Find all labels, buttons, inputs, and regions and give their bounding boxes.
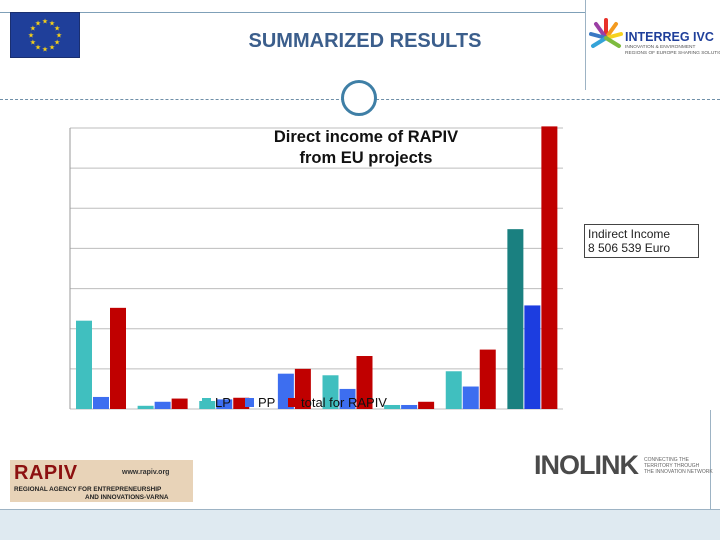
inolink-logo-tagline: CONNECTING THE TERRITORY THROUGH THE INN… — [644, 457, 713, 475]
chart-title-line-1: Direct income of RAPIV — [274, 128, 458, 146]
eu-star-icon: ★ — [30, 25, 36, 33]
bar-total-for-rapiv — [171, 398, 188, 409]
chart-title-line-2: from EU projects — [300, 149, 433, 167]
bar-pp — [462, 386, 479, 409]
eu-star-icon: ★ — [54, 39, 60, 47]
legend-swatch — [202, 398, 211, 407]
interreg-logo: INTERREG IVC INNOVATION & ENVIRONMENT RE… — [588, 14, 720, 69]
eu-star-icon: ★ — [56, 32, 62, 40]
rapiv-logo: RAPIV www.rapiv.org REGIONAL AGENCY FOR … — [10, 460, 193, 502]
interreg-tagline: INNOVATION & ENVIRONMENT REGIONS OF EURO… — [625, 45, 720, 56]
eu-star-icon: ★ — [42, 18, 48, 26]
bar-lp — [322, 375, 339, 409]
legend-label: PP — [258, 395, 275, 410]
bar-total-for-rapiv — [479, 349, 496, 409]
bar-total-for-rapiv — [294, 368, 311, 409]
rapiv-logo-line2: AND INNOVATIONS-VARNA — [85, 494, 169, 501]
rapiv-logo-name: RAPIV — [14, 462, 78, 484]
inolink-logo: INOLINK CONNECTING THE TERRITORY THROUGH… — [520, 440, 713, 492]
interreg-name: INTERREG IVC — [625, 30, 714, 44]
bar-pp — [93, 396, 109, 409]
bar-total-for-rapiv — [233, 397, 250, 409]
rapiv-logo-url: www.rapiv.org — [122, 469, 170, 476]
eu-star-icon: ★ — [35, 19, 41, 27]
header-vertical-line — [585, 0, 586, 90]
bar-lp — [445, 371, 462, 409]
eu-star-icon: ★ — [30, 39, 36, 47]
legend-label: LP — [215, 395, 231, 410]
bar-pp — [401, 404, 418, 409]
divider-circle — [341, 80, 377, 116]
footer-band — [0, 510, 720, 540]
legend-swatch — [245, 398, 254, 407]
eu-stars-icon: ★ ★★★★★★★★★★★ — [28, 18, 62, 54]
footer-line — [0, 509, 720, 510]
bar-lp — [507, 229, 524, 409]
interreg-sunburst-icon — [589, 18, 623, 48]
legend-label: total for RAPIV — [301, 395, 387, 410]
eu-star-icon: ★ — [49, 44, 55, 52]
rapiv-logo-line1: REGIONAL AGENCY FOR ENTREPRENEURSHIP — [14, 486, 162, 493]
bar-lp — [384, 404, 401, 409]
bar-pp — [216, 399, 233, 409]
bar-lp — [76, 320, 92, 409]
bar-total-for-rapiv — [541, 126, 558, 409]
header-top-line — [0, 12, 585, 13]
eu-star-icon: ★ — [28, 32, 34, 40]
eu-star-icon: ★ — [54, 25, 60, 33]
eu-star-icon: ★ — [42, 46, 48, 54]
page-title: SUMMARIZED RESULTS — [248, 30, 482, 52]
bar-pp — [154, 401, 171, 409]
eu-star-icon: ★ — [49, 19, 55, 27]
bar-pp — [339, 388, 356, 409]
bar-lp — [137, 405, 154, 409]
eu-flag-icon: ★ ★ ★ ★ ★ ★ ★ ★ ★ ★ ★ ★ — [10, 12, 80, 58]
indirect-income-label: Indirect Income — [588, 227, 671, 241]
indirect-income-value: 8 506 539 Euro — [588, 241, 671, 255]
bar-pp — [524, 305, 541, 409]
legend-swatch — [288, 398, 297, 407]
bar-total-for-rapiv — [110, 307, 126, 409]
bar-total-for-rapiv — [356, 356, 373, 409]
inolink-logo-word: INOLINK — [534, 450, 639, 480]
eu-star-icon: ★ — [35, 44, 41, 52]
footer-vertical-line — [710, 410, 711, 510]
indirect-income-note: Indirect Income 8 506 539 Euro — [584, 224, 699, 258]
bar-total-for-rapiv — [418, 401, 435, 409]
